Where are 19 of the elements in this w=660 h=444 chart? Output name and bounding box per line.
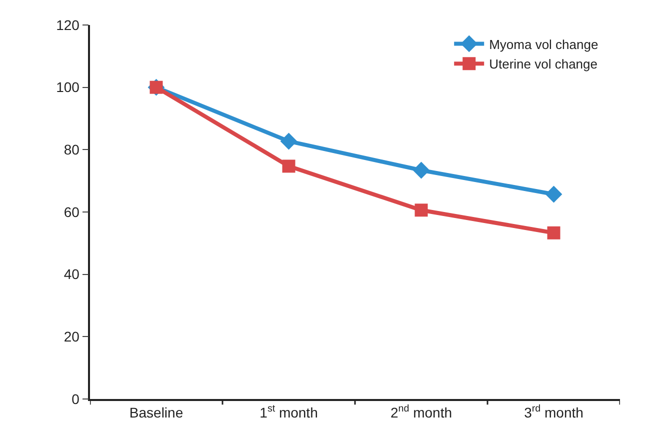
y-tick-label: 100 — [56, 79, 80, 96]
y-tick-label: 20 — [64, 328, 80, 345]
x-tick-label: Baseline — [129, 404, 184, 421]
y-tick-label: 80 — [64, 142, 80, 158]
point — [280, 132, 298, 150]
point — [282, 160, 296, 173]
point — [412, 162, 430, 179]
y-tick-label: 120 — [56, 16, 80, 33]
legend-label: Myoma vol change — [489, 36, 598, 52]
x-tick-label: 1$^{st}$ month — [260, 404, 318, 421]
legend-label: Uterine vol change — [489, 56, 598, 72]
x-tick-label: 2$^{nd}$ month — [390, 404, 452, 421]
y-tick-label: 40 — [64, 266, 80, 282]
point — [414, 204, 428, 217]
y-tick-label: 60 — [64, 204, 80, 220]
y-tick-label: 0 — [72, 390, 80, 407]
x-tick-label: 3$^{rd}$ month — [524, 404, 584, 421]
point — [545, 186, 562, 203]
point — [547, 226, 560, 240]
